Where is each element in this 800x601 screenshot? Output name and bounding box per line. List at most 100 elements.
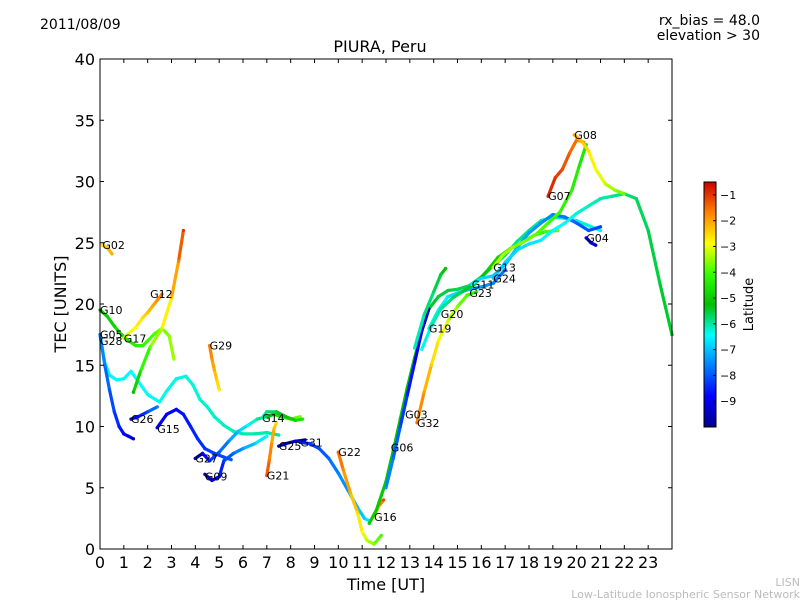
data-segment [470, 276, 483, 286]
data-segment [527, 221, 543, 235]
data-segment [174, 374, 188, 381]
label-g21: G21 [267, 470, 290, 483]
data-point [131, 390, 135, 394]
data-point [515, 239, 519, 244]
data-point [546, 221, 550, 225]
data-segment [274, 410, 288, 419]
data-segment [205, 405, 216, 419]
series-g21 [265, 421, 278, 478]
series-g04 [584, 236, 598, 247]
data-segment [613, 188, 626, 196]
data-point [127, 434, 131, 438]
data-segment [253, 431, 269, 436]
label-g16: G16 [374, 511, 397, 524]
data-point [510, 246, 514, 250]
x-tick-label: 17 [495, 553, 515, 572]
data-point [622, 192, 626, 196]
data-segment [446, 291, 460, 299]
data-point [455, 287, 460, 291]
label-g08: G08 [574, 129, 597, 142]
colorbar-tick-label: −3 [720, 240, 736, 253]
data-point [222, 455, 226, 459]
data-point [241, 432, 245, 436]
label-g10: G10 [100, 304, 123, 317]
data-point [365, 538, 369, 543]
data-point [317, 447, 321, 451]
data-point [336, 450, 340, 454]
data-segment [422, 290, 436, 317]
data-point [265, 410, 269, 414]
data-segment [112, 324, 124, 337]
data-segment [551, 221, 567, 233]
data-segment [160, 296, 174, 331]
series-g26 [129, 405, 159, 421]
data-point [298, 440, 302, 444]
data-segment [355, 505, 367, 521]
data-segment [131, 369, 143, 394]
date-label: 2011/08/09 [40, 17, 121, 33]
data-segment [217, 439, 231, 454]
data-point [587, 228, 591, 233]
data-point [372, 542, 376, 546]
label-g09: G09 [205, 471, 228, 484]
data-segment [384, 456, 395, 490]
data-segment [398, 393, 409, 429]
colorbar [703, 181, 717, 428]
series-g32 [415, 290, 479, 425]
series-g27 [193, 412, 302, 463]
data-point [598, 197, 603, 201]
label-g26: G26 [131, 413, 154, 426]
x-tick-label: 13 [400, 553, 420, 572]
data-segment [146, 331, 157, 343]
data-segment [136, 410, 150, 419]
data-point [165, 389, 169, 393]
data-point [367, 521, 371, 525]
y-tick-label: 15 [75, 356, 95, 375]
data-point [439, 307, 443, 311]
colorbar-label: Latitude [742, 278, 757, 332]
data-point [172, 357, 176, 361]
data-point [374, 508, 379, 512]
data-point [546, 194, 550, 198]
data-point [277, 433, 281, 437]
data-segment [527, 238, 543, 246]
data-segment [222, 423, 236, 433]
data-point [382, 498, 386, 502]
x-tick-label: 4 [190, 553, 200, 572]
label-g23: G23 [469, 287, 492, 300]
data-point [212, 415, 216, 419]
label-g04: G04 [586, 232, 609, 245]
data-point [522, 239, 526, 244]
data-point [217, 450, 221, 454]
elevation-text: elevation > 30 [656, 28, 760, 44]
series-g17 [122, 292, 164, 340]
data-segment [284, 439, 297, 446]
data-segment [165, 407, 178, 416]
data-point [203, 472, 207, 476]
data-segment [203, 447, 216, 455]
data-segment [107, 388, 116, 414]
data-point [527, 242, 531, 246]
data-point [155, 298, 159, 302]
data-segment [138, 345, 152, 373]
data-point [446, 288, 450, 293]
data-point [405, 393, 409, 397]
credit-lisn: LISN [775, 576, 800, 589]
data-point [141, 344, 145, 348]
data-point [198, 398, 202, 402]
x-tick-label: 11 [352, 553, 372, 572]
data-point [189, 424, 193, 429]
label-g24: G24 [493, 272, 516, 285]
data-point [196, 437, 200, 441]
data-point [222, 423, 226, 427]
data-point [191, 383, 195, 387]
y-tick-label: 25 [75, 234, 95, 253]
data-point [563, 215, 567, 219]
data-point [112, 410, 116, 414]
data-point [579, 139, 584, 143]
data-point [129, 369, 133, 373]
data-point [138, 369, 143, 373]
data-segment [112, 410, 121, 429]
y-tick-label: 20 [75, 295, 95, 314]
data-segment [215, 378, 221, 392]
